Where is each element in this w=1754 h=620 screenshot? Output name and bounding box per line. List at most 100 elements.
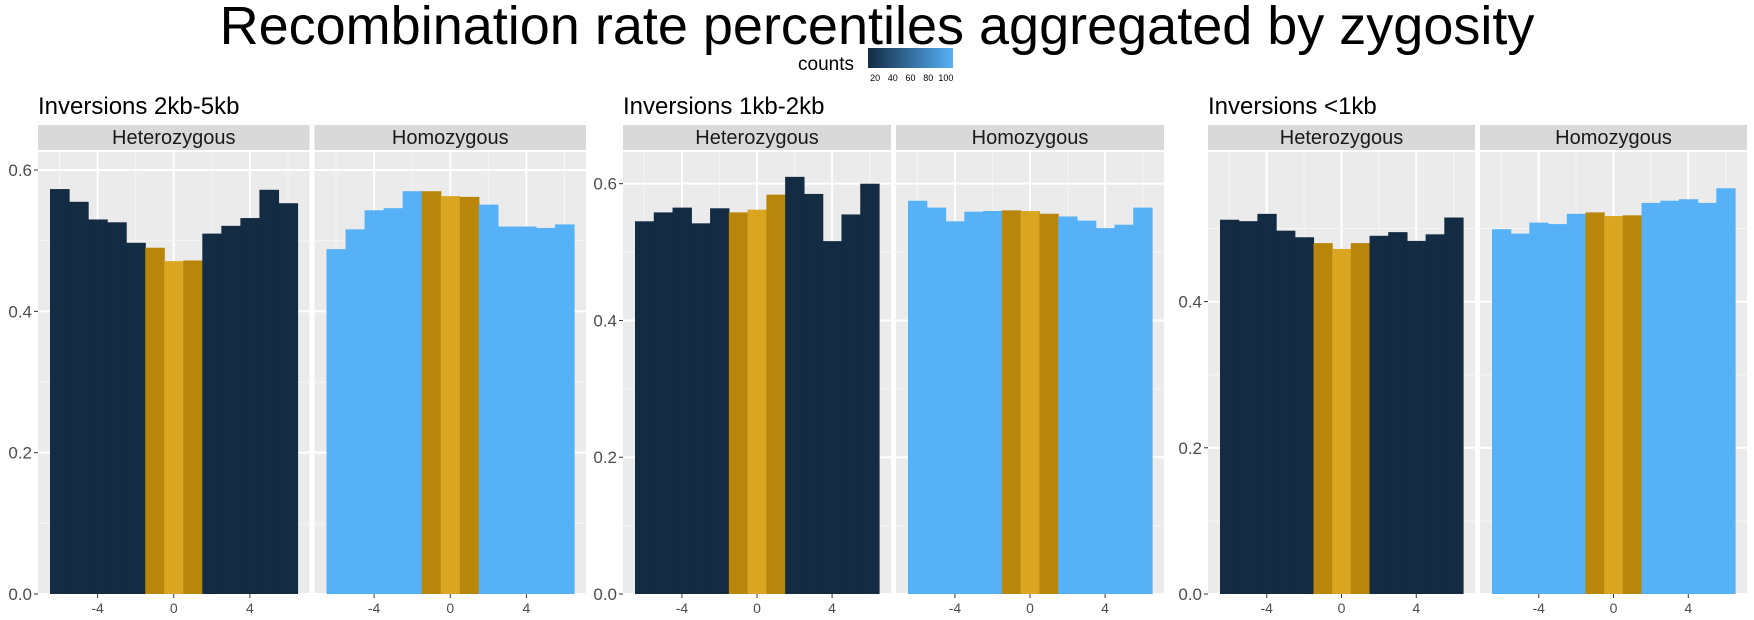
bar (345, 229, 366, 595)
bar (1641, 202, 1661, 594)
bar (202, 233, 222, 594)
x-tick-label: -4 (676, 600, 689, 616)
x-tick-label: 0 (1026, 600, 1034, 616)
bar (1566, 213, 1587, 595)
bar (383, 208, 404, 594)
bar (421, 191, 442, 594)
bar (1697, 202, 1717, 594)
y-tick-label: 0.0 (593, 585, 617, 604)
bar (1716, 188, 1736, 594)
x-tick-label: 4 (1684, 600, 1692, 616)
bar (1369, 235, 1389, 595)
bar (1622, 215, 1643, 594)
x-tick-label: 0 (170, 600, 178, 616)
bar (1548, 224, 1568, 594)
bar (1276, 230, 1296, 595)
bar (860, 183, 880, 594)
bar (983, 211, 1003, 594)
bar (126, 242, 146, 594)
x-tick-label: 0 (446, 600, 454, 616)
bar (1529, 222, 1549, 595)
bar (326, 249, 347, 594)
bar (908, 200, 928, 594)
y-tick-label: 0.0 (8, 585, 32, 604)
legend-tick: 20 (870, 73, 881, 83)
bar (535, 227, 556, 595)
facet-strip (623, 125, 891, 150)
bar (402, 191, 423, 594)
bar (50, 189, 70, 594)
facet-panel: Homozygous -4 0 4 (1480, 125, 1747, 616)
bar (364, 210, 385, 594)
y-tick-label: 0.4 (8, 302, 32, 321)
bar (1492, 229, 1512, 594)
bar (1425, 234, 1445, 594)
bar (259, 189, 280, 594)
y-tick-label: 0.0 (1178, 585, 1202, 604)
chart-group: Inversions 1kb-2kb 0.0 0.2 0.4 0.6 Heterozygo… (593, 93, 1164, 616)
bar (1114, 224, 1134, 595)
x-tick-label: 4 (246, 600, 254, 616)
bar (497, 226, 518, 595)
facet-strip (314, 125, 586, 150)
y-tick-label: 0.4 (1178, 293, 1202, 312)
y-tick-label: 0.6 (593, 175, 617, 194)
bar (635, 221, 655, 594)
bar (1388, 232, 1408, 594)
bar (1678, 199, 1699, 594)
facet-strip-label: Homozygous (392, 127, 509, 149)
legend-tick: 60 (905, 73, 916, 83)
bar (145, 247, 165, 594)
facet-panel: Homozygous -4 0 4 (896, 125, 1164, 616)
x-tick-label: 4 (1412, 600, 1420, 616)
bar (240, 218, 261, 594)
legend-tick: 40 (887, 73, 898, 83)
bar (691, 223, 711, 595)
bar (554, 224, 575, 594)
bar (841, 214, 861, 595)
bar (1020, 211, 1040, 594)
bar (945, 221, 965, 594)
x-tick-label: 4 (523, 600, 531, 616)
bar (221, 225, 241, 594)
bar (516, 226, 537, 595)
bar (1294, 237, 1315, 594)
bar (710, 208, 730, 595)
bar (1133, 207, 1153, 594)
bar (69, 201, 89, 595)
bar (278, 203, 299, 595)
facet-strip-label: Heterozygous (695, 127, 818, 149)
y-tick-label: 0.2 (8, 444, 32, 463)
bar (1350, 243, 1371, 594)
bar (164, 261, 184, 594)
facet-strip (1480, 125, 1747, 150)
legend-tick: 80 (923, 73, 934, 83)
facet-panel: Heterozygous -4 0 4 (623, 125, 891, 616)
x-tick-label: -4 (1261, 600, 1274, 616)
bar (88, 219, 108, 594)
y-tick-label: 0.2 (593, 448, 617, 467)
bar (672, 207, 692, 594)
facet-panel: Homozygous -4 0 4 (314, 125, 586, 616)
bar (1660, 200, 1680, 595)
facet-strip-label: Homozygous (1555, 127, 1672, 149)
bar (1058, 216, 1078, 594)
bar (1510, 233, 1530, 594)
x-tick-label: -4 (91, 600, 104, 616)
y-tick-label: 0.6 (8, 161, 32, 180)
x-tick-label: -4 (1533, 600, 1546, 616)
bar (1220, 219, 1240, 595)
y-tick-label: 0.4 (593, 311, 617, 330)
x-tick-label: -4 (949, 600, 962, 616)
bar (1257, 213, 1277, 595)
panel-title: Inversions <1kb (1208, 93, 1377, 120)
bar (440, 196, 461, 594)
bar (766, 194, 786, 594)
bar (1585, 212, 1605, 594)
bar (1444, 217, 1464, 594)
x-tick-label: 4 (828, 600, 836, 616)
chart-group: Inversions <1kb 0.0 0.2 0.4 Heterozygous -4 0 4… (1178, 93, 1747, 616)
chart-title: Recombination rate percentiles aggregate… (219, 0, 1535, 56)
x-tick-label: 4 (1101, 600, 1109, 616)
